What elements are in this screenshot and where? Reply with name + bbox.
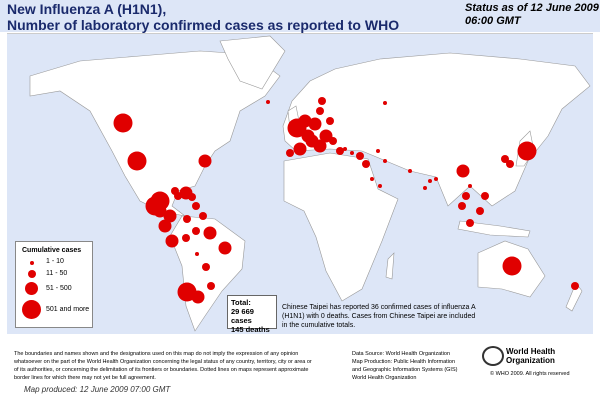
case-marker [468, 184, 472, 188]
case-marker [188, 193, 196, 201]
case-marker [458, 202, 466, 210]
title-line-1: New Influenza A (H1N1), [7, 1, 167, 17]
case-marker [218, 241, 232, 255]
case-marker [318, 97, 326, 105]
case-marker [428, 179, 432, 183]
case-marker [165, 234, 179, 248]
chinese-taipei-note: Chinese Taipei has reported 36 confirmed… [282, 304, 476, 329]
disclaimer: The boundaries and names shown and the d… [14, 351, 312, 381]
case-marker [370, 177, 374, 181]
case-marker [202, 263, 210, 271]
case-marker [313, 139, 327, 153]
case-marker [423, 186, 427, 190]
status-line-1: Status as of 12 June 2009 [465, 2, 599, 14]
case-marker [316, 107, 324, 115]
case-marker [383, 159, 387, 163]
who-emblem-icon [482, 346, 504, 366]
total-label: Total: [231, 298, 251, 307]
case-marker [462, 192, 470, 200]
source-line: World Health Organization [352, 375, 417, 381]
title-line-2: Number of laboratory confirmed cases as … [7, 17, 400, 33]
legend-title: Cumulative cases [22, 247, 82, 254]
case-marker [199, 212, 207, 220]
indonesia [457, 220, 531, 238]
case-marker [163, 209, 177, 223]
case-marker [145, 196, 165, 216]
legend-label: 11 - 50 [46, 270, 68, 277]
case-marker [286, 149, 294, 157]
new-zealand [565, 282, 583, 312]
case-marker [362, 160, 370, 168]
case-marker [203, 226, 217, 240]
legend: Cumulative cases 1 - 10 11 - 50 51 - 500… [15, 241, 93, 328]
source-line: and Geographic Information Systems (GIS) [352, 367, 458, 373]
case-marker [378, 184, 382, 188]
case-marker [329, 137, 337, 145]
legend-label: 501 and more [46, 306, 90, 313]
status-date: Status as of 12 June 2009 06:00 GMT [465, 2, 599, 28]
case-marker [456, 164, 470, 178]
case-marker [195, 252, 199, 256]
source-line: Map Production: Public Health Informatio… [352, 359, 456, 365]
case-marker [308, 117, 322, 131]
map-title: New Influenza A (H1N1), Number of labora… [7, 1, 399, 33]
case-marker [571, 282, 579, 290]
marker-icon [28, 270, 36, 278]
case-marker [343, 147, 347, 151]
source-line: Data Source: World Health Organization [352, 351, 451, 357]
case-marker [408, 169, 412, 173]
who-name: World Health Organization [506, 347, 556, 365]
marker-icon [25, 282, 38, 295]
greenland [219, 35, 286, 90]
case-marker [191, 290, 205, 304]
case-marker [501, 155, 509, 163]
marker-icon [22, 300, 41, 319]
total-box: Total: 29 669 cases 145 deaths [227, 295, 277, 334]
status-line-2: 06:00 GMT [465, 15, 521, 27]
case-marker [506, 160, 514, 168]
case-marker [183, 215, 191, 223]
header-band [0, 0, 600, 32]
data-source: Data Source: World Health Organization M… [352, 350, 457, 382]
eurasia [282, 52, 591, 207]
map-produced: Map produced: 12 June 2009 07:00 GMT [24, 385, 171, 394]
case-marker [198, 154, 212, 168]
case-marker [376, 149, 380, 153]
case-marker [192, 202, 200, 210]
case-marker [182, 234, 190, 242]
case-marker [350, 151, 354, 155]
legend-label: 51 - 500 [46, 285, 72, 292]
case-marker [113, 113, 133, 133]
madagascar [385, 252, 395, 280]
case-marker [356, 152, 364, 160]
total-cases: 29 669 cases [231, 307, 254, 325]
case-marker [502, 256, 522, 276]
map-svg [29, 35, 591, 332]
case-marker [266, 100, 270, 104]
case-marker [192, 227, 200, 235]
case-marker [383, 101, 387, 105]
case-marker [293, 142, 307, 156]
world-map [7, 33, 593, 334]
case-marker [127, 151, 147, 171]
case-marker [319, 129, 333, 143]
legend-label: 1 - 10 [46, 258, 64, 265]
case-marker [158, 219, 172, 233]
case-marker [517, 141, 537, 161]
case-marker [298, 114, 312, 128]
africa [283, 152, 399, 302]
case-marker [476, 207, 484, 215]
case-marker [434, 177, 438, 181]
total-deaths: 145 deaths [231, 325, 270, 334]
marker-icon [30, 261, 34, 265]
case-marker [466, 219, 474, 227]
case-marker [481, 192, 489, 200]
case-marker [207, 282, 215, 290]
copyright: © WHO 2009. All rights reserved [490, 371, 570, 377]
case-marker [326, 117, 334, 125]
case-marker [336, 147, 344, 155]
